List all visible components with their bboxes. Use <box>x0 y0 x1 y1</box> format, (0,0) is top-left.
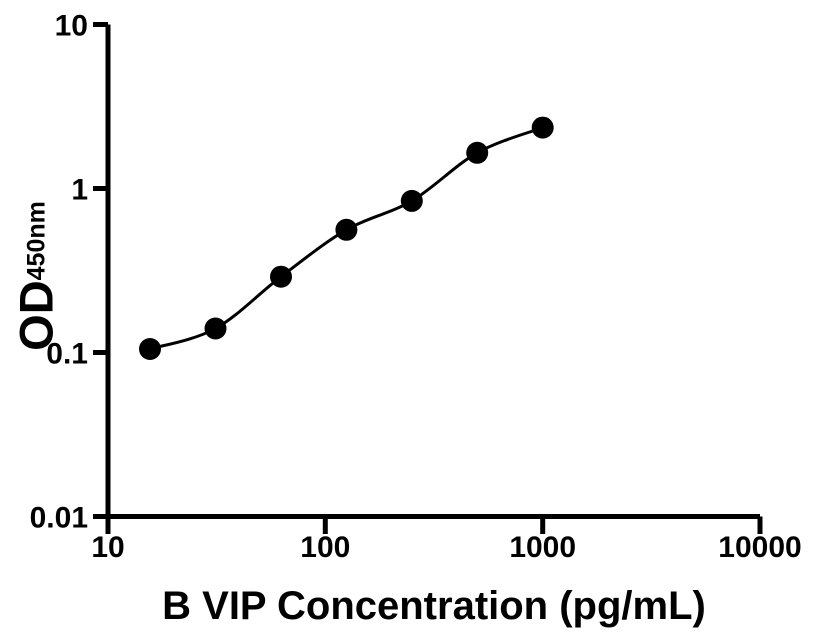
y-axis-title-main: OD <box>9 280 63 351</box>
axis-spines <box>105 24 760 519</box>
data-point <box>270 265 292 288</box>
y-axis-title: OD450nm <box>9 201 63 351</box>
data-point <box>139 338 161 360</box>
x-tick-label: 10000 <box>718 531 801 564</box>
x-tick-label: 10 <box>91 531 124 564</box>
data-point <box>531 116 554 139</box>
x-tick-label: 1000 <box>509 531 576 564</box>
y-tick-label: 0.01 <box>30 502 88 535</box>
y-tick-label: 10 <box>55 10 88 43</box>
x-tick-label: 100 <box>300 531 350 564</box>
data-point <box>335 218 358 241</box>
y-tick-label: 1 <box>71 174 88 207</box>
y-tick-label: 0.1 <box>46 338 88 371</box>
data-point <box>400 189 423 212</box>
data-point <box>466 141 489 164</box>
x-axis-title: B VIP Concentration (pg/mL) <box>162 584 706 628</box>
data-point <box>204 317 227 340</box>
y-axis-title-subscript: 450nm <box>22 201 51 281</box>
